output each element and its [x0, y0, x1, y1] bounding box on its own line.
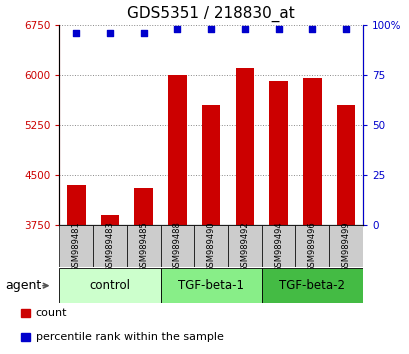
Bar: [201, 105, 220, 225]
Point: [241, 26, 247, 32]
Text: GSM989492: GSM989492: [240, 221, 249, 272]
Text: GSM989490: GSM989490: [206, 221, 215, 272]
Point: [308, 26, 315, 32]
Text: GSM989483: GSM989483: [105, 221, 114, 272]
Bar: [160, 268, 261, 303]
Point: [140, 30, 147, 36]
Text: TGF-beta-2: TGF-beta-2: [279, 279, 344, 292]
Bar: [302, 78, 321, 225]
Bar: [134, 188, 153, 225]
Point: [342, 26, 348, 32]
Text: count: count: [36, 308, 67, 318]
Text: GSM989496: GSM989496: [307, 221, 316, 272]
Bar: [227, 225, 261, 267]
Bar: [20, 309, 29, 317]
Bar: [295, 225, 328, 267]
Text: GSM989499: GSM989499: [341, 221, 350, 272]
Text: TGF-beta-1: TGF-beta-1: [178, 279, 243, 292]
Bar: [126, 225, 160, 267]
Text: percentile rank within the sample: percentile rank within the sample: [36, 332, 223, 342]
Point: [73, 30, 79, 36]
Point: [106, 30, 113, 36]
Text: GSM989494: GSM989494: [273, 221, 282, 272]
Bar: [328, 225, 362, 267]
Bar: [160, 225, 194, 267]
Text: GSM989485: GSM989485: [139, 221, 148, 272]
Title: GDS5351 / 218830_at: GDS5351 / 218830_at: [127, 6, 294, 22]
Bar: [235, 68, 254, 225]
Bar: [93, 225, 126, 267]
Bar: [168, 75, 186, 225]
Point: [274, 26, 281, 32]
Bar: [336, 105, 355, 225]
Text: control: control: [89, 279, 130, 292]
Text: GSM989488: GSM989488: [173, 221, 182, 272]
Bar: [194, 225, 227, 267]
Bar: [59, 268, 160, 303]
Bar: [67, 185, 85, 225]
Text: GSM989481: GSM989481: [72, 221, 81, 272]
Text: agent: agent: [5, 279, 41, 292]
Bar: [261, 268, 362, 303]
Point: [207, 26, 214, 32]
Bar: [20, 333, 29, 341]
Bar: [59, 225, 93, 267]
Point: [174, 26, 180, 32]
Bar: [101, 215, 119, 225]
Bar: [261, 225, 295, 267]
Bar: [269, 81, 287, 225]
